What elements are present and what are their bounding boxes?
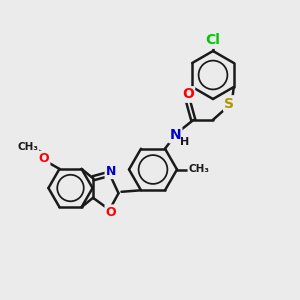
Text: CH₃: CH₃ <box>188 164 209 175</box>
Text: H: H <box>180 136 190 147</box>
Text: O: O <box>182 88 194 101</box>
Text: N: N <box>106 165 116 178</box>
Text: O: O <box>38 152 49 165</box>
Text: N: N <box>169 128 181 142</box>
Text: CH₃: CH₃ <box>17 142 38 152</box>
Text: S: S <box>224 97 234 110</box>
Text: O: O <box>106 206 116 219</box>
Text: Cl: Cl <box>206 34 220 47</box>
